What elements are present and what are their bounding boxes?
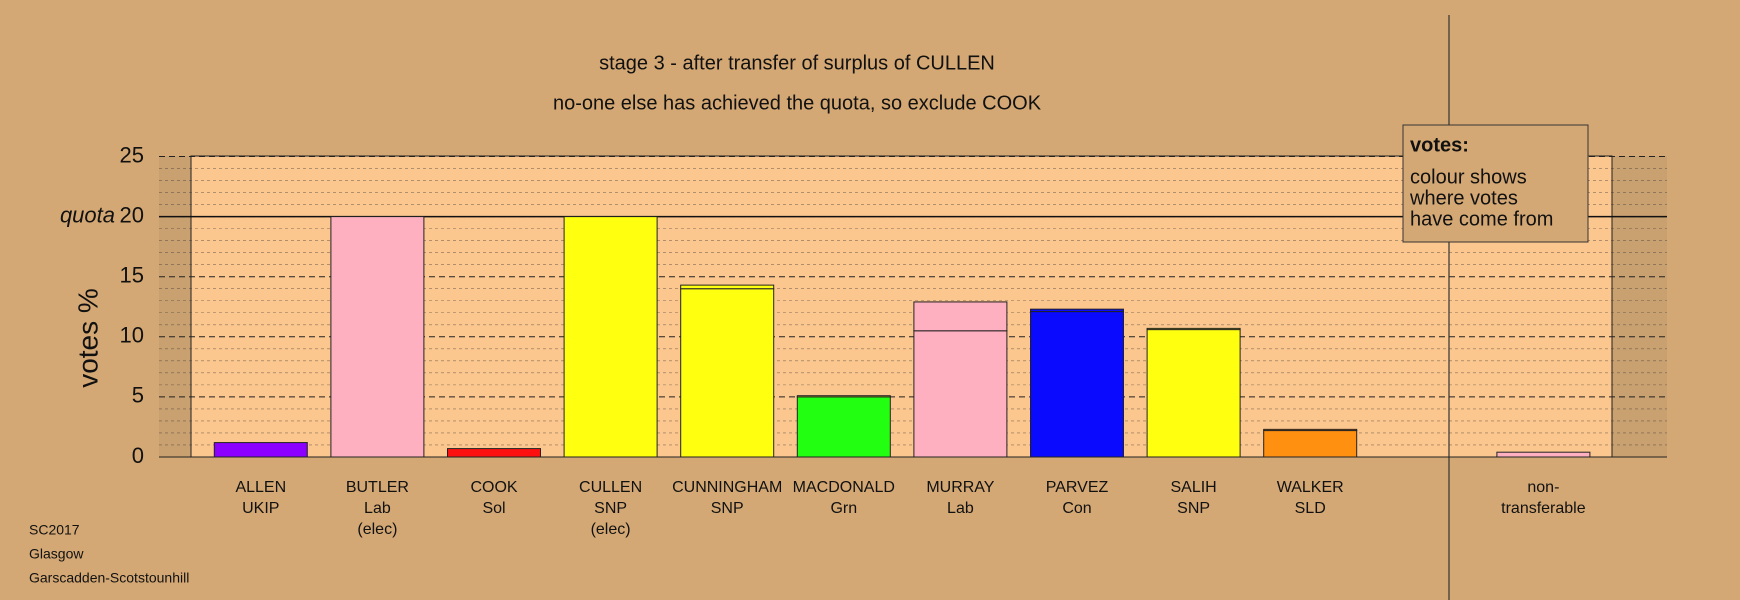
bar-segment xyxy=(796,395,891,398)
x-tick-label: transferable xyxy=(1501,500,1586,517)
bar-segment xyxy=(1263,430,1358,458)
x-tick-label: COOK xyxy=(470,479,517,496)
bar-segment xyxy=(1030,308,1124,313)
bar-segment xyxy=(330,216,425,458)
y-tick-label: 15 xyxy=(120,263,144,288)
x-tick-label: BUTLER xyxy=(346,479,409,496)
y-tick-label: 5 xyxy=(132,383,144,408)
note-box xyxy=(1402,124,1589,243)
x-tick-label: Lab xyxy=(364,500,391,517)
quota-label: quota xyxy=(60,202,115,227)
chart-subtitle: no-one else has achieved the quota, so e… xyxy=(553,92,1042,114)
x-tick-label: SNP xyxy=(1177,500,1210,517)
y-tick-label: 20 xyxy=(120,202,144,227)
x-tick-label: Con xyxy=(1062,500,1091,517)
bar-segment xyxy=(1496,451,1591,458)
x-tick-label: CUNNINGHAM xyxy=(672,479,782,496)
footer-text: SC2017 xyxy=(29,522,80,538)
x-tick-label: CULLEN xyxy=(579,479,642,496)
x-tick-label: UKIP xyxy=(242,500,279,517)
bar-segment xyxy=(1146,327,1241,331)
footer-text: Glasgow xyxy=(29,546,84,562)
bar-segment xyxy=(913,330,1008,458)
x-tick-label: non- xyxy=(1527,479,1559,496)
bar-segment xyxy=(680,288,775,458)
bar-segment xyxy=(563,216,658,458)
y-tick-label: 10 xyxy=(120,323,144,348)
x-tick-label: SLD xyxy=(1295,500,1326,517)
bar-segment xyxy=(1146,329,1241,458)
x-tick-label: MURRAY xyxy=(926,479,994,496)
y-tick-label: 0 xyxy=(132,443,144,468)
bar-segment xyxy=(1030,311,1124,458)
note-line: where votes xyxy=(1409,187,1518,209)
x-tick-label: Lab xyxy=(947,500,974,517)
x-tick-label: Grn xyxy=(830,500,857,517)
x-tick-label: WALKER xyxy=(1277,479,1344,496)
bar-segment xyxy=(913,301,1008,332)
x-tick-label: (elec) xyxy=(357,521,397,538)
note-line: colour shows xyxy=(1410,166,1527,188)
x-tick-label: (elec) xyxy=(591,521,631,538)
x-tick-label: PARVEZ xyxy=(1046,479,1109,496)
x-tick-label: Sol xyxy=(482,500,505,517)
x-tick-label: SALIH xyxy=(1170,479,1216,496)
bar-segment xyxy=(1263,428,1358,432)
x-tick-label: SNP xyxy=(594,500,627,517)
bar-segment xyxy=(447,448,541,458)
x-tick-label: SNP xyxy=(711,500,744,517)
footer-text: Garscadden-Scotstounhill xyxy=(29,570,189,586)
x-tick-label: ALLEN xyxy=(235,479,286,496)
bar-segment xyxy=(213,442,308,458)
note-title: votes: xyxy=(1410,134,1469,156)
note-line: have come from xyxy=(1410,208,1553,230)
y-tick-label: 25 xyxy=(120,142,144,167)
y-axis-label: votes % xyxy=(72,288,103,388)
bar-segment xyxy=(680,284,775,290)
x-tick-label: MACDONALD xyxy=(793,479,895,496)
bar-segment xyxy=(796,396,891,458)
chart-title: stage 3 - after transfer of surplus of C… xyxy=(599,52,995,74)
plot-panel xyxy=(190,155,1613,458)
